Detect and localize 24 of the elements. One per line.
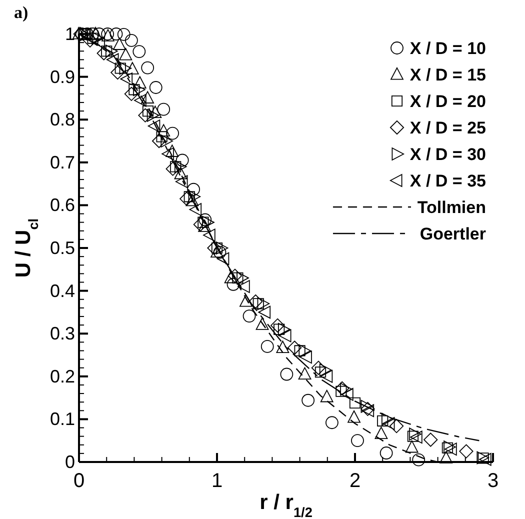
- legend-label: X / D = 25: [410, 118, 486, 138]
- x-tick-label: 3: [487, 470, 499, 492]
- chart-title: a): [14, 3, 28, 22]
- y-tick-label: 0.3: [50, 324, 75, 344]
- legend-label: X / D = 35: [410, 172, 486, 190]
- legend-label: X / D = 15: [410, 66, 486, 84]
- y-tick-label: 0.4: [50, 280, 75, 301]
- x-tick-label: 2: [349, 470, 361, 492]
- x-axis-title: r / r$_{1/2}$: [260, 491, 313, 519]
- legend-label: X / D = 10: [410, 39, 486, 58]
- y-tick-label: 0.2: [50, 366, 75, 386]
- y-tick-label: 0: [64, 452, 75, 472]
- y-tick-label: 1: [64, 24, 75, 44]
- y-tick-label: 0.5: [50, 238, 75, 258]
- y-tick-label: 0.6: [50, 195, 75, 216]
- y-tick-label: 0.1: [50, 409, 75, 430]
- y-tick-label: 0.8: [50, 110, 75, 130]
- legend-label: X / D = 20: [410, 92, 486, 111]
- y-tick-label: 0.7: [50, 152, 75, 172]
- legend-label: X / D = 30: [410, 145, 486, 164]
- legend-label: Goertler: [420, 224, 486, 244]
- legend-label: Tollmien: [417, 198, 486, 217]
- y-tick-label: 0.9: [50, 66, 75, 87]
- x-tick-label: 1: [211, 470, 223, 492]
